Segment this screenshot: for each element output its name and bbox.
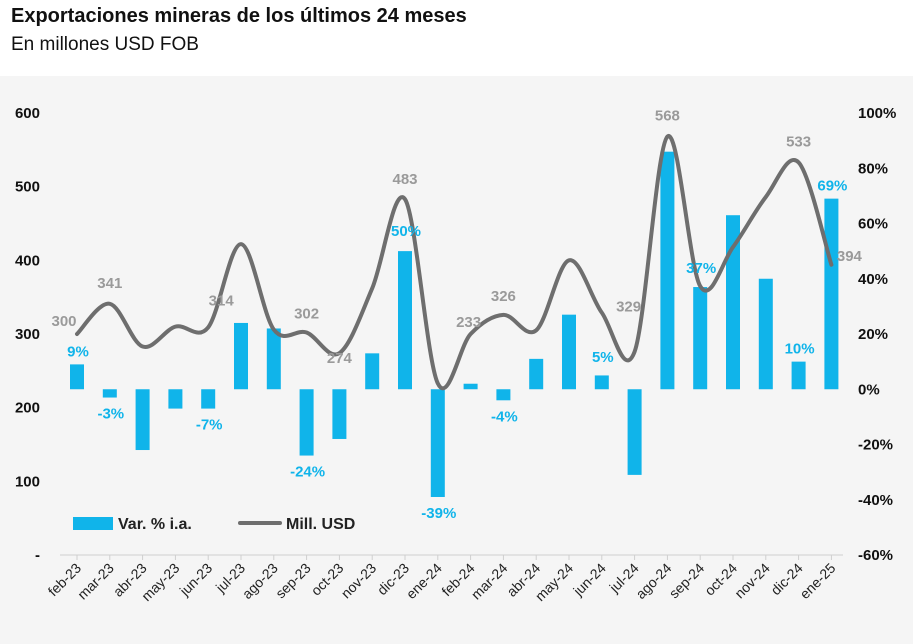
left-axis-tick-label: 300 (15, 326, 40, 343)
bar-data-label: 5% (592, 349, 614, 366)
bar-data-label: 50% (391, 223, 421, 240)
chart-title: Exportaciones mineras de los últimos 24 … (11, 5, 467, 27)
line-data-label: 329 (616, 299, 641, 316)
left-axis-tick-label: 400 (15, 252, 40, 269)
bar-var-ia (562, 314, 576, 390)
line-data-label: 483 (392, 171, 417, 188)
right-axis-tick-label: -20% (858, 437, 893, 454)
x-tick-label: nov-23 (338, 560, 380, 602)
legend-line-label: Mill. USD (286, 516, 355, 533)
bar-var-ia (430, 389, 445, 497)
right-axis-tick-label: 40% (858, 271, 888, 288)
bar-var-ia (234, 322, 248, 390)
bar-data-label: 10% (785, 341, 815, 358)
bar-data-label: 37% (686, 260, 716, 277)
bar-var-ia (266, 328, 281, 390)
bar-data-label: -4% (491, 408, 518, 425)
bar-data-label: -3% (97, 406, 124, 423)
chart-subtitle: En millones USD FOB (11, 34, 199, 55)
line-data-label: 274 (327, 350, 353, 367)
line-data-label: 394 (837, 248, 863, 265)
left-axis-tick-label: 100 (15, 473, 40, 490)
bar-var-ia (168, 389, 183, 409)
legend-bar-label: Var. % i.a. (118, 516, 192, 533)
left-axis-tick-label: 500 (15, 179, 40, 196)
right-axis-tick-label: 100% (858, 105, 896, 122)
bar-var-ia (660, 151, 675, 390)
x-tick-label: mar-23 (74, 560, 117, 603)
bar-data-label: -39% (421, 505, 456, 522)
right-axis-tick-label: 0% (858, 381, 880, 398)
x-tick-label: ene-24 (403, 560, 445, 602)
line-data-label: 533 (786, 133, 811, 150)
bar-var-ia (463, 383, 478, 390)
x-tick-label: ago-24 (632, 560, 674, 602)
right-axis-tick-label: 60% (858, 216, 888, 233)
bar-var-ia (365, 353, 380, 390)
bar-var-ia (135, 389, 150, 451)
bar-var-ia (627, 389, 642, 475)
bar-var-ia (102, 389, 117, 398)
bar-data-label: -7% (196, 417, 223, 434)
line-data-label: 300 (51, 313, 76, 330)
bar-data-label: 9% (67, 343, 89, 360)
right-axis-tick-label: -60% (858, 547, 893, 564)
line-data-label: 233 (456, 314, 481, 331)
line-mill-usd (75, 134, 834, 391)
bar-var-ia (758, 278, 773, 390)
left-axis-tick-label: - (35, 547, 40, 564)
line-data-label: 341 (97, 275, 122, 292)
bar-var-ia (693, 287, 708, 390)
bar-var-ia (824, 198, 839, 390)
line-data-label: 302 (294, 306, 319, 323)
legend-bar-swatch (73, 517, 113, 530)
line-data-label: 326 (491, 288, 516, 305)
left-axis-tick-label: 200 (15, 400, 40, 417)
bar-var-ia (201, 389, 216, 409)
bar-var-ia (496, 389, 511, 401)
bar-var-ia (594, 375, 609, 390)
line-data-label: 568 (655, 108, 680, 125)
x-tick-label: ene-25 (796, 560, 838, 602)
bar-var-ia (398, 251, 412, 390)
bar-var-ia (791, 361, 806, 390)
bar-data-label: 69% (817, 178, 847, 195)
right-axis-tick-label: 20% (858, 326, 888, 343)
x-tick-label: sep-23 (272, 560, 314, 602)
x-tick-label: mar-24 (468, 560, 511, 603)
left-axis-tick-label: 600 (15, 105, 40, 122)
bar-var-ia (726, 215, 740, 390)
bar-var-ia (70, 364, 84, 390)
x-tick-label: sep-24 (666, 560, 708, 602)
right-axis-tick-label: 80% (858, 160, 888, 177)
line-data-label: 314 (209, 292, 235, 309)
bar-var-ia (299, 389, 314, 456)
x-tick-label: jun-23 (176, 560, 216, 600)
x-tick-label: ago-23 (239, 560, 281, 602)
bar-var-ia (529, 358, 544, 390)
chart-header: Exportaciones mineras de los últimos 24 … (0, 0, 913, 76)
bar-data-label: -24% (290, 464, 325, 481)
x-tick-label: nov-24 (731, 560, 773, 602)
x-tick-label: jun-24 (569, 560, 609, 600)
bar-var-ia (332, 389, 347, 439)
right-axis-tick-label: -40% (858, 492, 893, 509)
